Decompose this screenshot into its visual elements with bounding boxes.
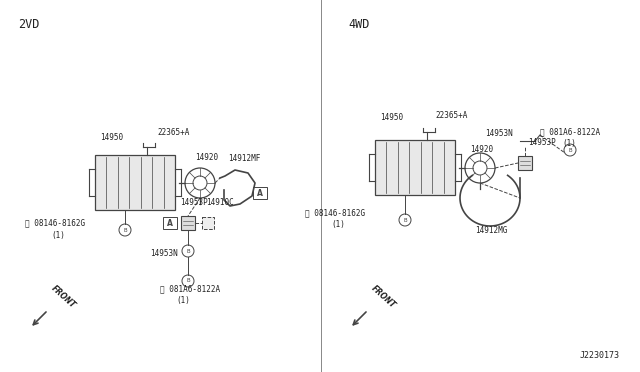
Text: ⒱ 08146-8162G: ⒱ 08146-8162G — [305, 208, 365, 217]
Text: B: B — [186, 279, 190, 283]
Text: FRONT: FRONT — [50, 284, 77, 310]
Text: (1): (1) — [562, 139, 576, 148]
Text: 14953P: 14953P — [180, 198, 208, 207]
Text: 14953P: 14953P — [528, 138, 556, 147]
Text: 14912MF: 14912MF — [228, 154, 260, 163]
Text: 14950: 14950 — [380, 113, 403, 122]
Bar — [181, 216, 195, 230]
Text: A: A — [257, 189, 263, 198]
Text: 2VD: 2VD — [18, 18, 40, 31]
Bar — [375, 140, 455, 195]
Bar — [253, 187, 267, 199]
Text: B: B — [403, 218, 407, 222]
Text: ⒱ 081A6-8122A: ⒱ 081A6-8122A — [160, 284, 220, 293]
Text: B: B — [568, 148, 572, 153]
Bar — [202, 217, 214, 229]
Text: ⒱ 08146-8162G: ⒱ 08146-8162G — [25, 218, 85, 227]
Text: 22365+A: 22365+A — [435, 111, 467, 120]
Text: 14953N: 14953N — [150, 249, 178, 258]
Text: 14920: 14920 — [195, 153, 218, 162]
Text: 14910C: 14910C — [206, 198, 234, 207]
Text: A: A — [167, 218, 173, 228]
Text: B: B — [186, 248, 190, 253]
Text: 14920: 14920 — [470, 145, 493, 154]
Text: 22365+A: 22365+A — [157, 128, 189, 137]
Bar — [518, 156, 532, 170]
Text: B: B — [123, 228, 127, 232]
Text: J2230173: J2230173 — [580, 351, 620, 360]
Text: 14950: 14950 — [100, 133, 123, 142]
Text: ⒱ 081A6-8122A: ⒱ 081A6-8122A — [540, 127, 600, 136]
Text: 4WD: 4WD — [348, 18, 369, 31]
Text: 14912MG: 14912MG — [475, 226, 508, 235]
Text: FRONT: FRONT — [370, 284, 397, 310]
Text: (1): (1) — [331, 220, 345, 229]
Text: (1): (1) — [51, 231, 65, 240]
Bar — [95, 155, 175, 210]
Bar — [163, 217, 177, 229]
Text: 14953N: 14953N — [485, 129, 513, 138]
Text: (1): (1) — [176, 296, 190, 305]
